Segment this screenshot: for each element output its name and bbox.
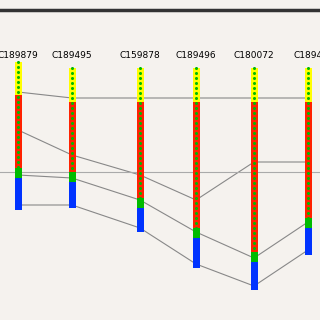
Bar [137, 198, 143, 208]
Text: C189495: C189495 [52, 51, 92, 60]
Bar [251, 252, 258, 262]
Text: C189879: C189879 [0, 51, 38, 60]
Bar [14, 178, 21, 210]
Bar [305, 68, 311, 102]
Bar [14, 62, 21, 95]
Bar [251, 68, 258, 102]
Text: C1894: C1894 [293, 51, 320, 60]
Bar [137, 68, 143, 102]
Bar [193, 238, 199, 268]
Bar [305, 218, 311, 228]
Text: C180072: C180072 [234, 51, 274, 60]
Bar [68, 172, 76, 182]
Bar [14, 168, 21, 178]
Bar [193, 68, 199, 102]
Bar [137, 102, 143, 198]
Bar [305, 228, 311, 255]
Bar [193, 228, 199, 238]
Bar [68, 102, 76, 172]
Bar [251, 102, 258, 252]
Text: C189496: C189496 [176, 51, 216, 60]
Bar [68, 68, 76, 102]
Text: C159878: C159878 [120, 51, 160, 60]
Bar [14, 95, 21, 168]
Bar [68, 182, 76, 208]
Bar [193, 102, 199, 228]
Bar [305, 102, 311, 218]
Bar [251, 262, 258, 290]
Bar [137, 208, 143, 232]
